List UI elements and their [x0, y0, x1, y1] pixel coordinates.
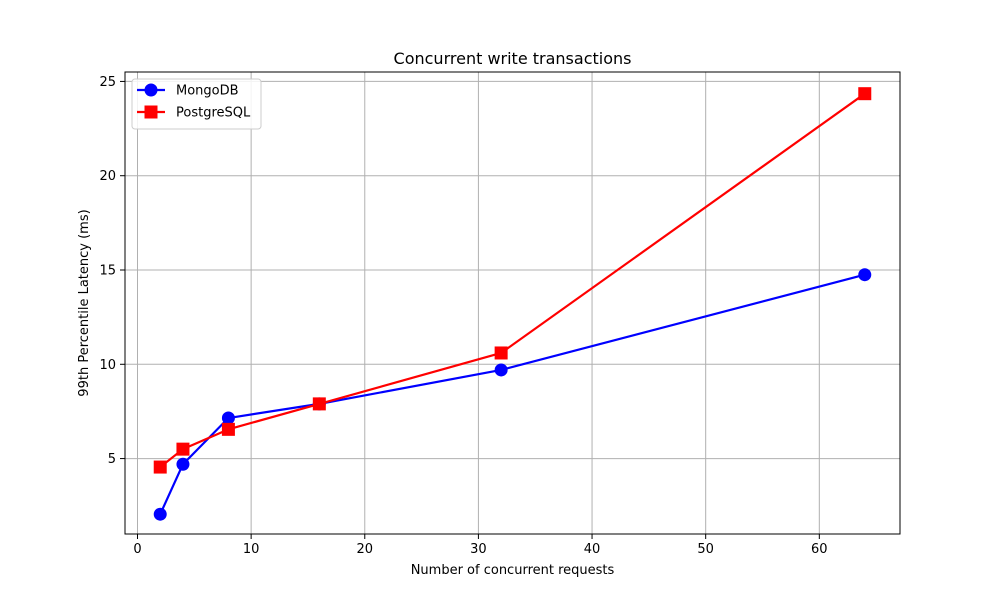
data-point-mongodb [494, 363, 508, 377]
x-tick-label: 0 [133, 542, 141, 557]
y-tick-label: 10 [99, 358, 116, 373]
x-tick-label: 10 [243, 542, 260, 557]
chart-title: Concurrent write transactions [394, 49, 632, 68]
y-tick-label: 5 [108, 452, 116, 467]
series-layer [153, 87, 872, 521]
plot-frame [124, 71, 901, 535]
series-line-mongodb [159, 273, 866, 515]
x-tick-label: 30 [470, 542, 487, 557]
data-point-postgresql [221, 422, 235, 436]
data-point-postgresql [494, 346, 508, 360]
data-point-postgresql [858, 87, 872, 101]
data-point-mongodb [858, 268, 872, 282]
data-point-postgresql [153, 460, 167, 474]
x-tick-label: 40 [584, 542, 601, 557]
grid [125, 72, 900, 534]
data-point-mongodb [176, 457, 190, 471]
y-tick-label: 25 [99, 75, 116, 90]
x-tick-label: 20 [356, 542, 373, 557]
y-tick-label: 20 [99, 169, 116, 184]
y-axis-label: 99th Percentile Latency (ms) [77, 209, 92, 396]
y-tick-label: 15 [99, 264, 116, 279]
legend-label-mongodb: MongoDB [176, 84, 239, 99]
data-point-postgresql [312, 397, 326, 411]
data-point-mongodb [221, 411, 235, 425]
legend-marker-postgresql [144, 105, 158, 119]
x-tick-label: 60 [811, 542, 828, 557]
legend-label-postgresql: PostgreSQL [176, 106, 251, 121]
legend-marker-mongodb [144, 83, 158, 97]
legend-box [131, 78, 262, 130]
axis-ticks: 0 10 20 30 40 50 60 5 10 15 20 25 [99, 75, 827, 557]
x-axis-label: Number of concurrent requests [411, 563, 615, 578]
x-tick-label: 50 [697, 542, 714, 557]
data-point-postgresql [176, 442, 190, 456]
legend: MongoDB PostgreSQL [131, 78, 262, 130]
data-point-mongodb [153, 507, 167, 521]
